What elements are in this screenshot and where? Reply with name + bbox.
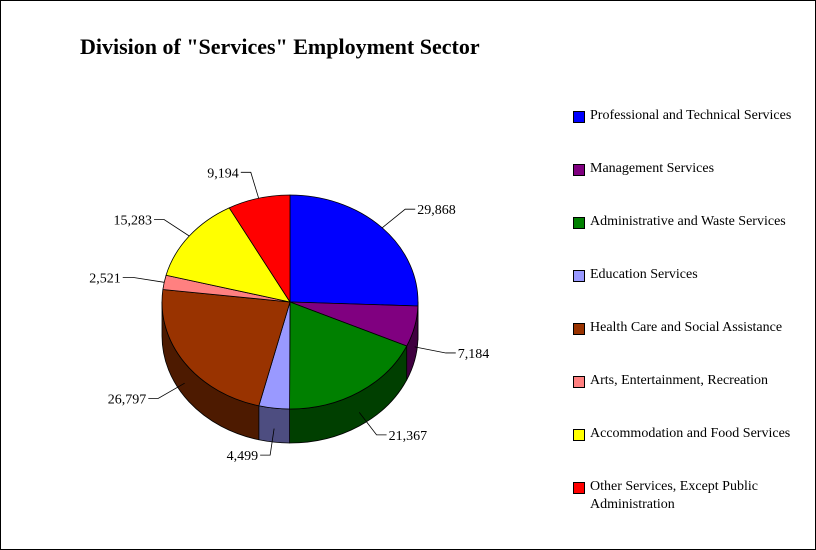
pie-slice-health-care-and-social-assistance [161,289,291,407]
legend-label: Professional and Technical Services [590,108,792,123]
legend-swatch [573,429,585,441]
chart-title: Division of "Services" Employment Sector [80,34,480,59]
data-label-management-services: 7,184 [458,347,490,362]
legend-swatch [573,270,585,282]
legend-label: Other Services, Except Public Administra… [590,479,758,512]
legend-label: Health Care and Social Assistance [590,320,783,335]
leader-line-arts-entertainment-recreation [122,276,165,283]
legend-item-management-services: Management Services [573,160,809,178]
pie-slice-accommodation-and-food-services [165,207,291,303]
pie-side-education-services [258,405,290,444]
data-label-other-services-except-public-administration: 9,194 [207,166,239,181]
legend-swatch [573,323,585,335]
legend-label: Administrative and Waste Services [590,214,786,229]
data-label-arts-entertainment-recreation: 2,521 [89,271,121,286]
leader-line-other-services-except-public-administration [240,171,260,199]
pie-slice-administrative-and-waste-services [289,301,408,410]
legend-swatch [573,482,585,494]
legend-swatch [573,217,585,229]
legend-item-administrative-and-waste-services: Administrative and Waste Services [573,213,809,231]
legend-item-health-care-and-social-assistance: Health Care and Social Assistance [573,319,809,337]
legend-swatch [573,376,585,388]
legend-label: Education Services [590,267,698,282]
legend-item-professional-and-technical-services: Professional and Technical Services [573,107,809,125]
data-label-health-care-and-social-assistance: 26,797 [108,392,147,407]
leader-line-education-services [260,428,275,456]
legend-item-accommodation-and-food-services: Accommodation and Food Services [573,425,809,443]
data-label-accommodation-and-food-services: 15,283 [114,214,153,229]
leader-line-administrative-and-waste-services [358,412,387,436]
legend-item-other-services-except-public-administration: Other Services, Except Public Administra… [573,478,809,514]
data-label-administrative-and-waste-services: 21,367 [389,429,428,444]
data-label-professional-and-technical-services: 29,868 [417,203,456,218]
legend-item-education-services: Education Services [573,266,809,284]
leader-line-professional-and-technical-services [381,208,416,229]
leader-line-management-services [414,346,456,354]
legend-label: Arts, Entertainment, Recreation [590,373,769,388]
data-label-education-services: 4,499 [227,449,259,464]
pie-slice-professional-and-technical-services [289,194,419,307]
pie-top-faces [161,194,419,410]
leader-line-accommodation-and-food-services [154,219,190,237]
legend-item-arts-entertainment-recreation: Arts, Entertainment, Recreation [573,372,809,390]
legend-label: Accommodation and Food Services [590,426,791,441]
leader-line-health-care-and-social-assistance [148,382,185,399]
pie-data-labels: 29,868 7,184 21,367 4,499 26,797 2,521 15,283 9… [89,166,489,464]
legend-label: Management Services [590,161,715,176]
legend-swatch [573,111,585,123]
pie-slice-other-services-except-public-administration [228,194,291,303]
legend-swatch [573,164,585,176]
